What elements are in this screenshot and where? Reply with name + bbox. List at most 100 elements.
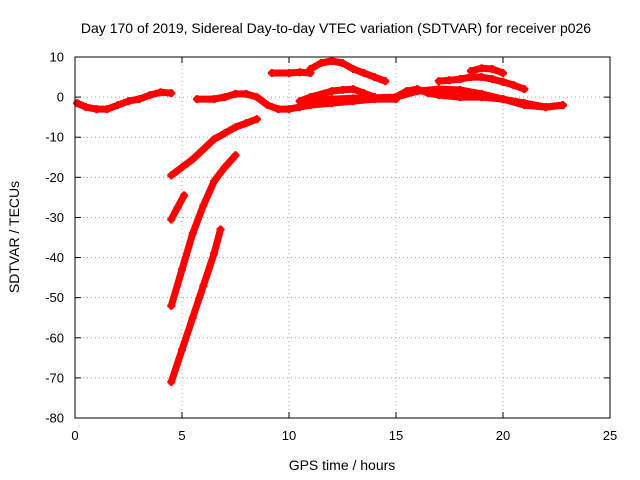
data-point (349, 85, 358, 94)
data-point (173, 203, 182, 212)
data-point (113, 101, 122, 110)
data-point (306, 96, 315, 105)
data-point (145, 91, 154, 100)
y-tick-label: -10 (45, 130, 64, 145)
x-tick-label: 0 (71, 428, 78, 443)
data-point (188, 155, 197, 164)
data-point (338, 59, 347, 68)
y-tick-label: -40 (45, 250, 64, 265)
grid (75, 57, 610, 418)
plot-frame (74, 56, 611, 419)
data-point (199, 281, 208, 290)
data-point (267, 69, 276, 78)
y-axis-label: SDTVAR / TECUs (6, 181, 22, 293)
series-arc-7 (268, 68, 314, 77)
data-point (73, 99, 82, 108)
data-point (167, 171, 176, 180)
x-tick-label: 10 (282, 428, 296, 443)
data-point (216, 225, 225, 234)
data-point (210, 249, 219, 258)
axes: 0 5 10 15 20 25 -80 -70 -60 -50 -40 -30 -20 -10 0 10 (45, 50, 617, 444)
data-point (285, 69, 293, 78)
data-point (370, 93, 379, 102)
x-tick-label: 25 (603, 428, 617, 443)
data-point (178, 163, 186, 172)
data-point (295, 97, 304, 106)
data-point (210, 95, 219, 104)
y-tick-label: 0 (57, 90, 64, 105)
chart-title: Day 170 of 2019, Sidereal Day-to-day VTE… (81, 20, 591, 36)
data-point (180, 191, 189, 200)
y-tick-label: 10 (50, 50, 64, 65)
data-point (167, 215, 176, 224)
data-point (466, 67, 475, 76)
series-arc-1 (73, 88, 175, 113)
data-point (210, 177, 219, 186)
data-point (220, 163, 229, 172)
data-point (199, 145, 208, 154)
data-point (167, 377, 176, 386)
data-point (103, 105, 112, 114)
data-point (477, 73, 486, 82)
data-point (178, 265, 186, 274)
data-point (242, 89, 251, 98)
data-point (210, 135, 219, 144)
data-point (499, 69, 507, 78)
data-point (349, 94, 358, 103)
data-point (456, 93, 465, 102)
y-tick-label: -30 (45, 210, 64, 225)
x-tick-label: 20 (496, 428, 510, 443)
y-tick-label: -70 (45, 370, 64, 385)
data-point (499, 95, 507, 104)
data-point (156, 88, 165, 97)
data-series (73, 57, 567, 386)
data-point (477, 89, 486, 98)
y-tick-label: -50 (45, 290, 64, 305)
data-point (231, 151, 240, 160)
data-point (392, 93, 400, 102)
data-point (558, 101, 567, 110)
data-point (520, 85, 529, 94)
data-point (456, 75, 465, 84)
data-point (242, 119, 251, 128)
data-point (192, 95, 201, 104)
data-point (434, 85, 443, 94)
data-point (349, 65, 358, 74)
data-point (178, 345, 186, 354)
data-point (488, 75, 497, 84)
data-point (413, 87, 422, 96)
y-tick-label: -60 (45, 330, 64, 345)
data-point (285, 105, 293, 114)
data-point (188, 313, 197, 322)
data-point (359, 69, 368, 78)
data-point (167, 301, 176, 310)
data-point (252, 115, 261, 124)
data-point (317, 59, 326, 68)
data-point (434, 77, 443, 86)
data-point (92, 105, 101, 114)
data-point (263, 101, 272, 110)
data-point (327, 57, 336, 66)
data-point (520, 99, 529, 108)
data-point (306, 65, 315, 74)
data-point (541, 103, 550, 112)
data-point (274, 105, 283, 114)
data-point (188, 229, 197, 238)
data-point (327, 87, 336, 96)
series-arc-5 (167, 226, 224, 386)
data-point (231, 123, 240, 132)
data-point (488, 65, 497, 74)
data-point (252, 93, 261, 102)
data-point (231, 89, 240, 98)
data-point (220, 129, 229, 138)
data-point (124, 97, 133, 106)
data-point (456, 85, 465, 94)
data-point (445, 76, 454, 85)
y-tick-label: -80 (45, 411, 64, 426)
data-point (81, 103, 90, 112)
data-point (477, 64, 486, 73)
data-point (381, 77, 390, 86)
x-tick-label: 5 (178, 428, 185, 443)
y-tick-label: -20 (45, 170, 64, 185)
series-arc-13 (467, 64, 507, 77)
